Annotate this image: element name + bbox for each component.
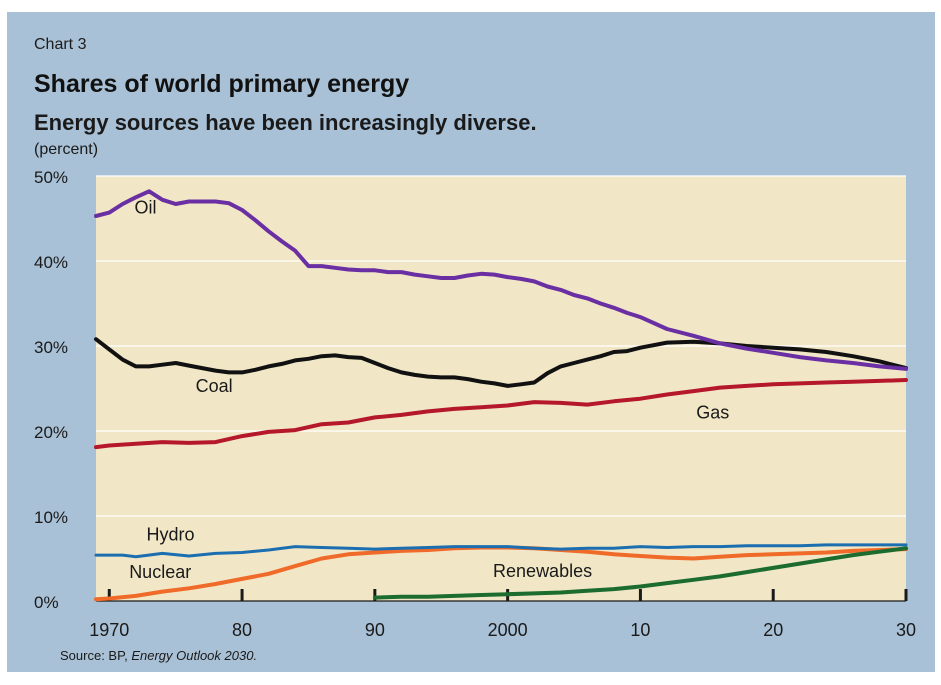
- x-tick-label: 20: [763, 620, 783, 640]
- x-tick-label: 80: [232, 620, 252, 640]
- x-tick-label: 30: [896, 620, 916, 640]
- gas-series-line: [94, 378, 908, 450]
- oil-series-label: Oil: [135, 197, 157, 217]
- x-tick-label: 10: [630, 620, 650, 640]
- source-publication: Energy Outlook 2030.: [131, 648, 258, 663]
- chart-subtitle: Energy sources have been increasingly di…: [34, 110, 537, 135]
- x-tick-label: 2000: [488, 620, 528, 640]
- y-tick-label: 50%: [34, 168, 68, 187]
- coal-series-label: Coal: [196, 376, 233, 396]
- source-note: Source: BP, Energy Outlook 2030.: [60, 648, 257, 663]
- chart-title: Shares of world primary energy: [34, 70, 410, 98]
- renewables-series-line: [372, 546, 908, 600]
- source-prefix: Source: BP,: [60, 648, 132, 663]
- x-tick-label: 90: [365, 620, 385, 640]
- hydro-series-label: Hydro: [146, 525, 194, 545]
- plot-area: [96, 176, 906, 601]
- units-label: (percent): [34, 141, 99, 158]
- x-tick-label: 1970: [89, 620, 129, 640]
- nuclear-series-label: Nuclear: [129, 562, 191, 582]
- y-tick-label: 20%: [34, 423, 68, 442]
- y-tick-label: 30%: [34, 338, 68, 357]
- y-tick-label: 0%: [34, 593, 59, 612]
- y-tick-label: 10%: [34, 508, 68, 527]
- renewables-series-label: Renewables: [493, 561, 592, 581]
- gas-series-label: Gas: [696, 402, 729, 422]
- y-tick-label: 40%: [34, 253, 68, 272]
- chart-number-label: Chart 3: [34, 36, 87, 53]
- hydro-series-line: [94, 543, 908, 559]
- oil-series-line: [94, 189, 908, 371]
- coal-series-line: [94, 337, 908, 388]
